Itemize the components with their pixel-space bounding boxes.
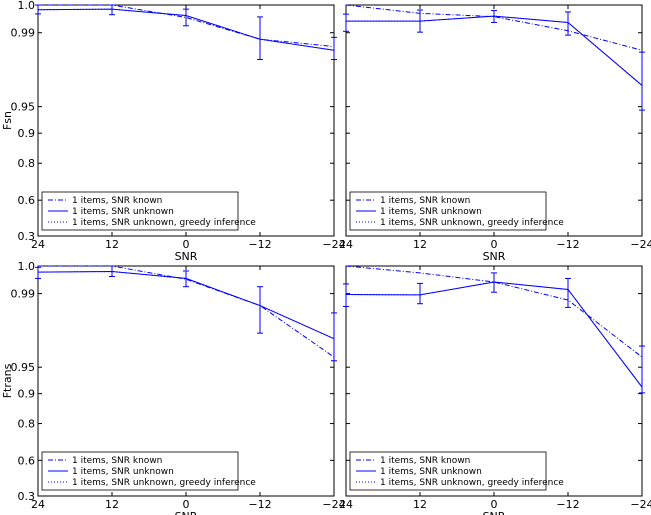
legend-entry: 1 items, SNR unknown [72,207,174,217]
legend-entry: 1 items, SNR unknown [72,467,174,477]
x-axis-title: SNR [483,250,506,263]
y-tick-label: 0.99 [11,27,36,40]
y-tick-label: 0.8 [18,418,36,431]
x-tick-label: 24 [339,238,353,251]
x-tick-label: 0 [183,498,190,511]
x-tick-label: −24 [322,238,345,251]
x-tick-label: 0 [491,498,498,511]
legend-entry: 1 items, SNR unknown, greedy inference [380,218,564,228]
x-tick-label: −12 [248,498,271,511]
x-tick-label: 24 [339,498,353,511]
y-tick-label: 0.9 [18,127,36,140]
y-axis-title: Fsn [1,111,14,130]
legend-entry: 1 items, SNR known [72,196,162,206]
x-tick-label: −12 [556,238,579,251]
x-tick-label: 24 [31,238,45,251]
x-tick-label: −24 [630,238,651,251]
x-axis-title: SNR [483,510,506,515]
y-tick-label: 0.9 [18,388,36,401]
legend-entry: 1 items, SNR unknown, greedy inference [72,478,256,488]
y-tick-label: 0.99 [11,288,36,301]
legend-entry: 1 items, SNR unknown, greedy inference [380,478,564,488]
legend-entry: 1 items, SNR known [72,456,162,466]
y-tick-label: 0.95 [11,361,36,374]
series-line-solid [345,281,643,388]
y-tick-label: 1.0 [18,0,36,12]
series-line-dashdot [38,265,335,358]
x-axis-title: SNR [175,250,198,263]
x-tick-label: −24 [322,498,345,511]
panel-bottom-left: 24 12 0 −12 −24 0.3 0.6 0.8 0.9 0.95 0.99 1.0 SNR Ftr… [1,260,346,515]
x-tick-label: 0 [183,238,190,251]
y-tick-label: 1.0 [18,260,36,273]
legend-box [41,191,239,231]
y-tick-label: 0.95 [11,101,36,114]
legend-entry: 1 items, SNR known [380,456,470,466]
legend-box [349,451,547,491]
panel-top-left: 24 12 0 −12 −24 0.3 0.6 0.8 0.9 0.95 0.99 1.0 SNR Fsn… [1,0,346,263]
x-tick-label: 12 [413,498,427,511]
legend-entry: 1 items, SNR unknown [380,467,482,477]
x-tick-label: 12 [413,238,427,251]
legend-entry: 1 items, SNR unknown [380,207,482,217]
series-line-dotted [346,15,643,86]
x-tick-label: 12 [105,498,119,511]
y-tick-label: 0.3 [18,230,36,243]
x-tick-label: −24 [630,498,651,511]
x-tick-label: 0 [491,238,498,251]
legend-entry: 1 items, SNR unknown, greedy inference [72,218,256,228]
y-tick-label: 0.6 [18,454,36,467]
series-line-dotted [345,281,643,388]
y-axis-title: Ftrans [1,363,14,398]
y-tick-label: 0.8 [18,157,36,170]
y-tick-label: 0.3 [18,490,36,503]
series-line-solid [346,15,643,86]
y-tick-label: 0.6 [18,194,36,207]
x-axis-title: SNR [175,510,198,515]
x-tick-label: −12 [556,498,579,511]
legend-box [349,191,547,231]
x-tick-label: −12 [248,238,271,251]
legend-entry: 1 items, SNR known [380,196,470,206]
series-line-dashdot [38,4,335,48]
legend-box [41,451,239,491]
x-tick-label: 12 [105,238,119,251]
x-tick-label: 24 [31,498,45,511]
